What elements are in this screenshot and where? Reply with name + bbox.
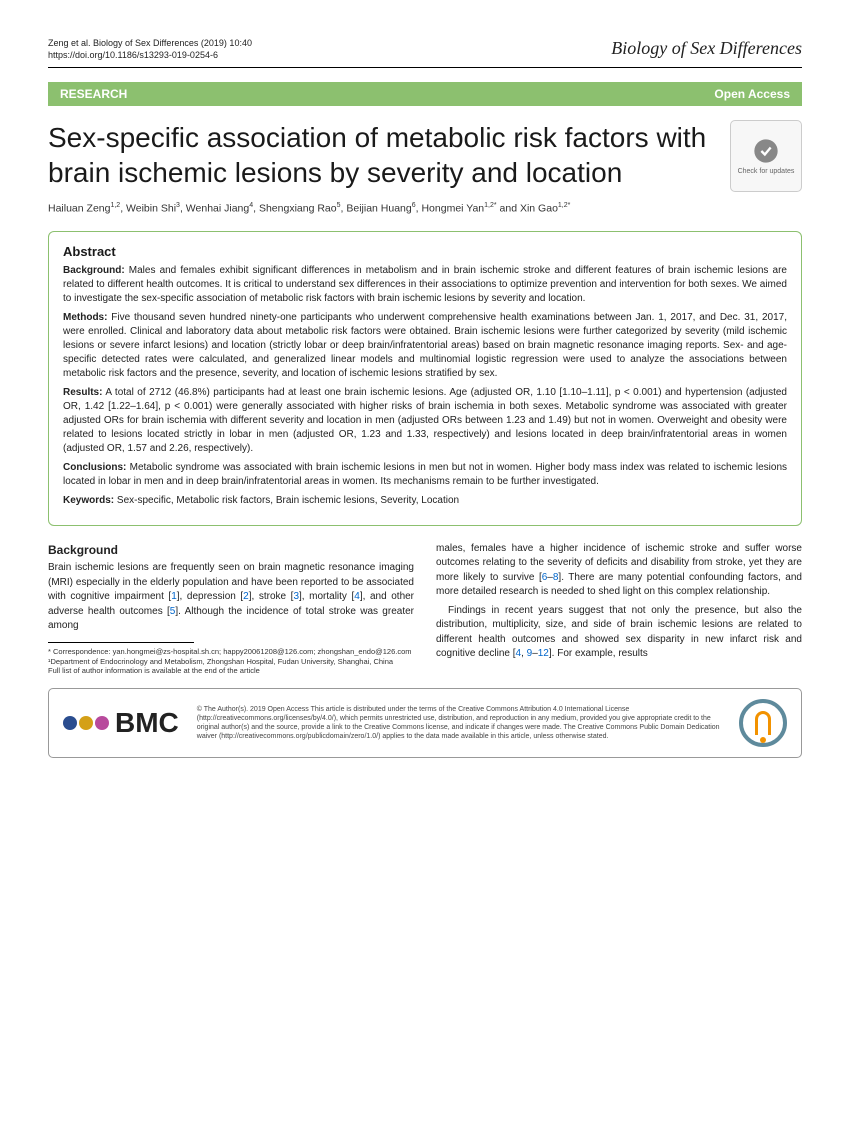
title-row: Sex-specific association of metabolic ri… [48, 120, 802, 192]
footnote-rule [48, 642, 194, 643]
citation-line1: Zeng et al. Biology of Sex Differences (… [48, 38, 252, 50]
body-p2: males, females have a higher incidence o… [436, 542, 802, 600]
badge-left: RESEARCH [60, 87, 127, 101]
abstract-keywords: Keywords: Sex-specific, Metabolic risk f… [63, 494, 787, 508]
citation-block: Zeng et al. Biology of Sex Differences (… [48, 38, 252, 61]
check-updates-button[interactable]: Check for updates [730, 120, 802, 192]
header-row: Zeng et al. Biology of Sex Differences (… [48, 38, 802, 61]
footnotes: * Correspondence: yan.hongmei@zs-hospita… [48, 647, 414, 676]
abstract-heading: Abstract [63, 244, 787, 259]
footnote-more: Full list of author information is avail… [48, 666, 414, 676]
abstract-methods: Methods: Five thousand seven hundred nin… [63, 311, 787, 381]
ref-link[interactable]: 9 [527, 648, 533, 659]
open-access-icon [739, 699, 787, 747]
citation-line2: https://doi.org/10.1186/s13293-019-0254-… [48, 50, 252, 62]
ref-link[interactable]: 6 [542, 572, 548, 583]
article-title: Sex-specific association of metabolic ri… [48, 120, 714, 190]
background-heading: Background [48, 542, 414, 559]
ref-link[interactable]: 4 [516, 648, 522, 659]
footnote-correspondence: * Correspondence: yan.hongmei@zs-hospita… [48, 647, 414, 657]
crossmark-icon [752, 137, 780, 165]
footnote-affiliation: ¹Department of Endocrinology and Metabol… [48, 657, 414, 667]
body-p1: Brain ischemic lesions are frequently se… [48, 561, 414, 634]
authors: Hailuan Zeng1,2, Weibin Shi3, Wenhai Jia… [48, 202, 802, 215]
license-text: © The Author(s). 2019 Open Access This a… [197, 705, 721, 741]
abstract-conclusions: Conclusions: Metabolic syndrome was asso… [63, 461, 787, 489]
body-p3: Findings in recent years suggest that no… [436, 604, 802, 662]
ref-link[interactable]: 12 [538, 648, 549, 659]
abstract-background: Background: Males and females exhibit si… [63, 264, 787, 306]
page: Zeng et al. Biology of Sex Differences (… [0, 0, 850, 1129]
bmc-text: BMC [115, 707, 179, 739]
bmc-logo: BMC [63, 707, 179, 739]
abstract-box: Abstract Background: Males and females e… [48, 231, 802, 526]
column-right: males, females have a higher incidence o… [436, 542, 802, 676]
check-updates-label: Check for updates [738, 168, 795, 175]
footer-box: BMC © The Author(s). 2019 Open Access Th… [48, 688, 802, 758]
journal-name: Biology of Sex Differences [611, 38, 802, 59]
header-rule [48, 67, 802, 68]
abstract-results: Results: A total of 2712 (46.8%) partici… [63, 386, 787, 456]
body-columns: Background Brain ischemic lesions are fr… [48, 542, 802, 676]
research-bar: RESEARCH Open Access [48, 82, 802, 106]
badge-right: Open Access [714, 87, 790, 101]
column-left: Background Brain ischemic lesions are fr… [48, 542, 414, 676]
bmc-circles-icon [63, 716, 109, 730]
